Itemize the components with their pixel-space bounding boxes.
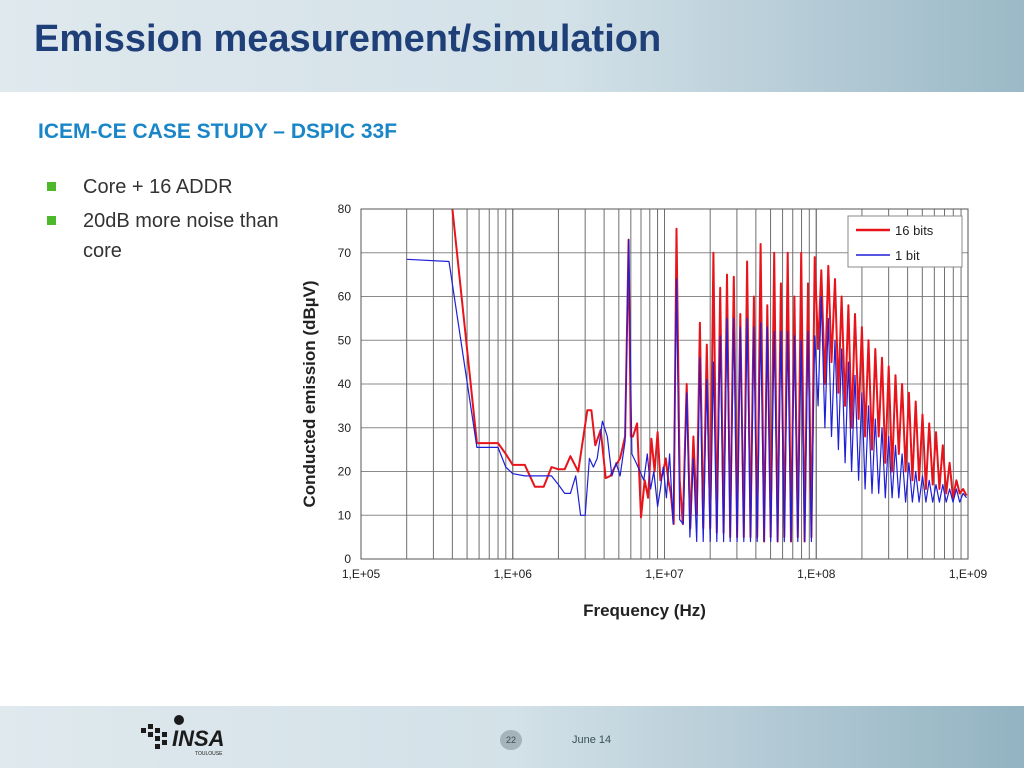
logo-subtext: TOULOUSE: [195, 751, 223, 757]
x-tick-label: 1,E+09: [949, 567, 988, 581]
y-tick-label: 60: [338, 290, 352, 304]
chart-series: [406, 208, 968, 543]
insa-logo: INSA TOULOUSE: [141, 715, 225, 757]
bullet-text: Core + 16 ADDR: [83, 176, 233, 198]
y-tick-label: 80: [338, 202, 352, 216]
y-tick-label: 20: [338, 465, 352, 479]
bullet-square-icon: [47, 182, 56, 191]
y-tick-label: 70: [338, 246, 352, 260]
bullet-list: Core + 16 ADDR 20dB more noise than core: [46, 172, 286, 270]
x-tick-label: 1,E+08: [797, 567, 836, 581]
slide-title: Emission measurement/simulation: [34, 18, 662, 60]
x-tick-label: 1,E+06: [494, 567, 533, 581]
chart-legend: 16 bits 1 bit: [847, 215, 963, 268]
x-axis-label: Frequency (Hz): [583, 601, 706, 620]
bullet-square-icon: [47, 216, 56, 225]
legend-box: [847, 215, 963, 268]
y-tick-label: 0: [344, 552, 351, 566]
y-tick-label: 30: [338, 421, 352, 435]
y-tick-label: 40: [338, 377, 352, 391]
page-number-badge: 22: [500, 730, 522, 750]
slide-subtitle: ICEM-CE CASE STUDY – DSPIC 33F: [38, 120, 398, 143]
emission-chart: 0 10 20 30 40 50 60 70 80 1,E+05 1,E+06 1,E+07 1,E+0…: [300, 202, 988, 620]
x-tick-label: 1,E+07: [645, 567, 684, 581]
bullet-text: 20dB more noise than core: [83, 210, 279, 262]
title-bar: Emission measurement/simulation: [0, 0, 1024, 92]
logo-dots-icon: [141, 715, 184, 749]
x-tick-label: 1,E+05: [342, 567, 381, 581]
bullet-item: Core + 16 ADDR: [46, 172, 286, 202]
series-line-1-bit: [406, 239, 967, 543]
plot-frame: [360, 208, 969, 560]
chart-ticks: 0 10 20 30 40 50 60 70 80 1,E+05 1,E+06 1,E+07 1,E+0…: [338, 202, 988, 581]
bullet-item: 20dB more noise than core: [46, 206, 286, 266]
logo-text: INSA: [172, 726, 225, 751]
y-tick-label: 10: [338, 508, 352, 522]
footer-date: June 14: [572, 734, 612, 746]
legend-label: 16 bits: [895, 223, 934, 238]
legend-label: 1 bit: [895, 248, 920, 263]
y-axis-label: Conducted emission (dBµV): [300, 280, 319, 507]
y-tick-label: 50: [338, 333, 352, 347]
